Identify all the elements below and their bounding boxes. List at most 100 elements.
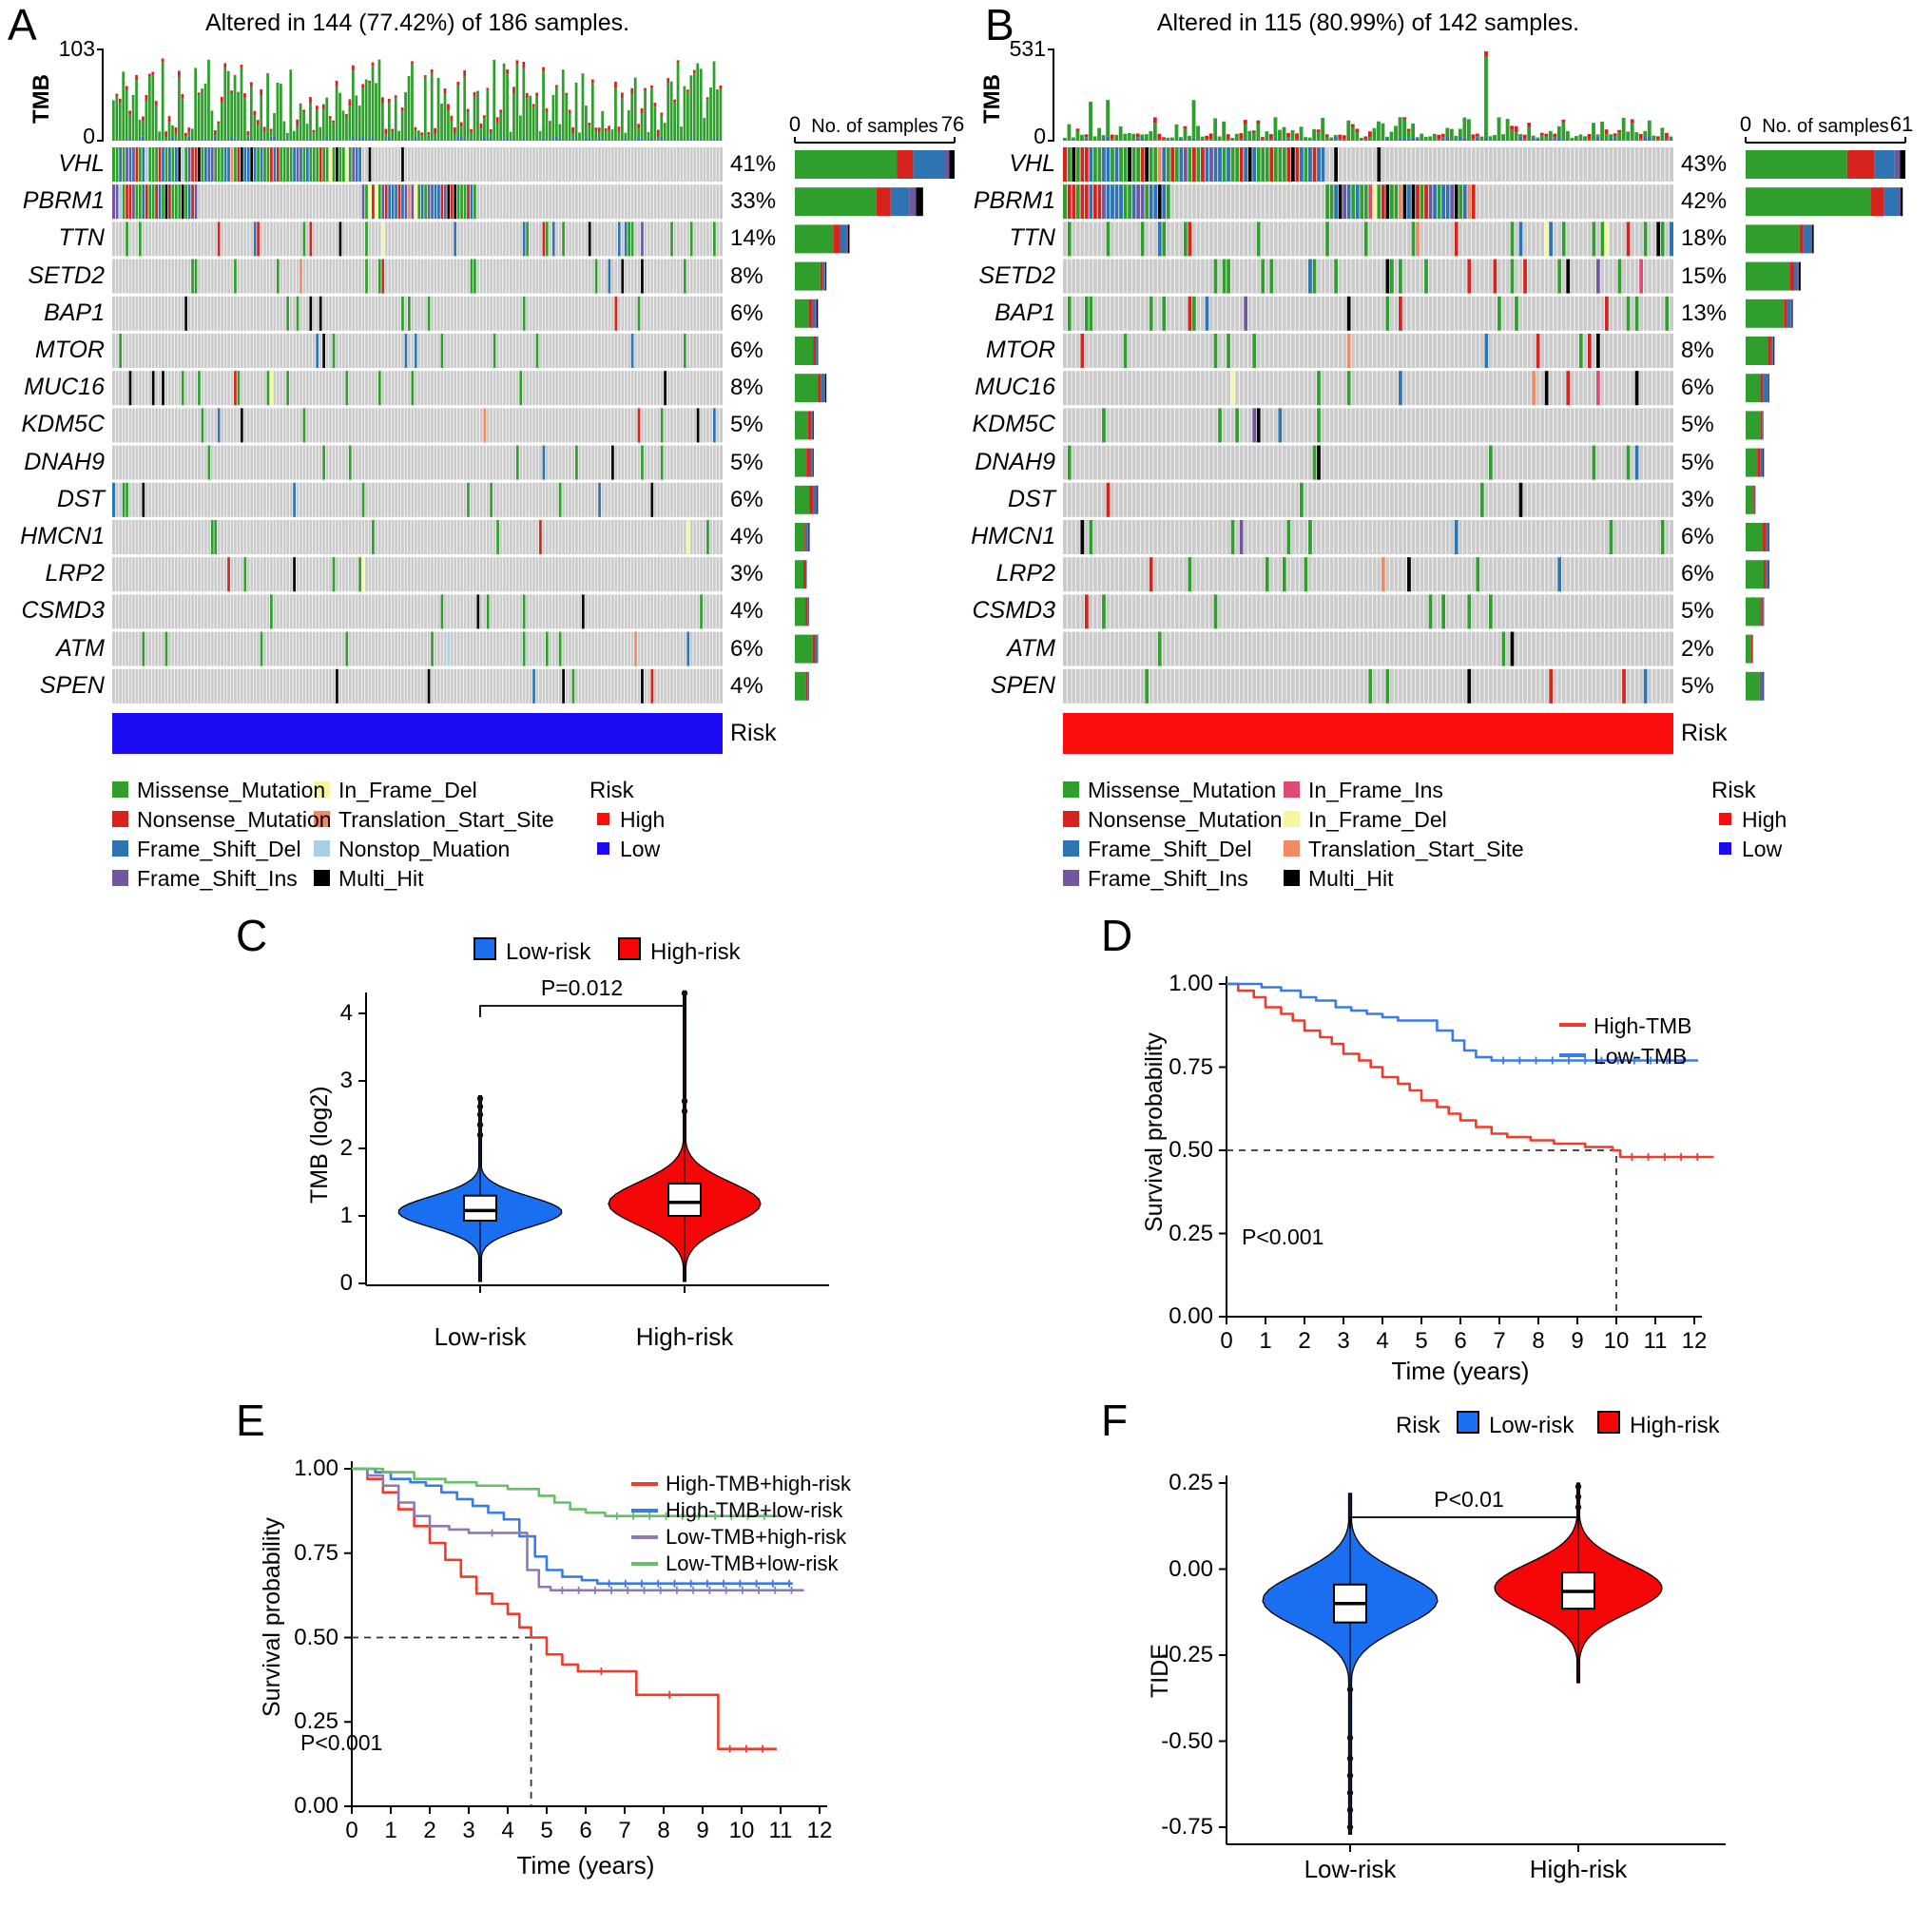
gene-label-MUC16: MUC16 [24,374,105,401]
panel-b-samples-min: 0 [1739,112,1752,136]
x-tick-2: 2 [1298,1328,1311,1354]
panel-b-samples-axis-label: No. of samples [1762,116,1889,137]
panel-e-legend-line-3 [631,1535,658,1539]
gene-pct-PBRM1: 42% [1681,188,1728,215]
y-tick-1.00: 1.00 [1169,971,1213,996]
legend-item-Multi_Hit: Multi_Hit [1308,866,1394,891]
y-tick-0.00: 0.00 [1169,1303,1213,1329]
x-tick-7: 7 [618,1818,631,1843]
x-tick-4: 4 [1376,1328,1389,1354]
x-tick-0: 0 [1220,1328,1233,1354]
y-tick--0.25: -0.25 [1161,1642,1213,1667]
gene-label-ATM: ATM [56,634,105,662]
panel-a-riskbar-label: Risk [730,720,777,746]
panel-e-label: E [236,1396,266,1445]
x-tick-9: 9 [1571,1328,1584,1354]
panel-e-legend-label-3: Low-TMB+high-risk [666,1525,847,1549]
panel-f-violin [1219,1475,1726,1852]
panel-e-legend-label-2: High-TMB+low-risk [666,1498,843,1522]
gene-label-VHL: VHL [1009,150,1055,177]
x-tick-2: 2 [423,1818,436,1843]
gene-label-HMCN1: HMCN1 [971,523,1055,549]
gene-label-TTN: TTN [58,224,105,252]
gene-label-PBRM1: PBRM1 [973,187,1055,215]
gene-pct-ATM: 6% [730,635,763,662]
panel-b-oncoplot [1048,48,1906,886]
x-tick-8: 8 [657,1818,670,1843]
x-tick-10: 10 [1603,1328,1630,1354]
legend-item-Frame_Shift_Ins: Frame_Shift_Ins [1088,866,1248,891]
x-tick-12: 12 [806,1818,833,1843]
legend-item-Translation_Start_Site: Translation_Start_Site [338,807,554,832]
panel-d-km [1219,976,1714,1324]
panel-e-legend-label-4: Low-TMB+low-risk [666,1551,839,1575]
gene-label-CSMD3: CSMD3 [972,597,1055,625]
panel-e-legend-label-1: High-TMB+high-risk [666,1472,851,1495]
panel-b-tmb-min: 0 [1034,124,1046,148]
gene-label-SETD2: SETD2 [28,261,105,289]
gene-label-KDM5C: KDM5C [972,411,1055,438]
y-tick-0.50: 0.50 [294,1624,338,1650]
gene-pct-BAP1: 6% [730,299,763,326]
gene-pct-VHL: 43% [1681,151,1728,177]
legend-item-In_Frame_Del: In_Frame_Del [338,778,477,802]
gene-pct-ATM: 2% [1681,635,1714,662]
gene-pct-DST: 3% [1681,486,1714,512]
panel-e-legend-line-4 [631,1562,658,1566]
legend-item-Nonsense_Mutation: Nonsense_Mutation [137,807,332,832]
panel-c-legend-swatch-low [473,937,496,960]
y-tick-0.25: 0.25 [1169,1220,1213,1246]
gene-pct-DNAH9: 5% [1681,449,1714,475]
gene-label-DNAH9: DNAH9 [975,448,1055,475]
x-tick-0: 0 [345,1818,358,1843]
gene-pct-CSMD3: 4% [730,598,763,625]
panel-e-xlabel: Time (years) [516,1851,655,1879]
x-tick-1: 1 [384,1818,397,1843]
gene-label-BAP1: BAP1 [44,299,105,326]
gene-pct-KDM5C: 5% [1681,412,1714,438]
panel-f-label: F [1101,1396,1130,1445]
legend-item-Frame_Shift_Del: Frame_Shift_Del [1088,837,1252,861]
y-tick-1: 1 [339,1203,353,1228]
panel-d-ylabel: Survival probability [1141,1032,1168,1232]
gene-pct-TTN: 14% [730,225,777,252]
panel-c-violin [358,990,829,1293]
gene-label-DST: DST [57,485,105,512]
panel-f-legend-label-high: High-risk [1630,1413,1720,1438]
x-tick-7: 7 [1493,1328,1506,1354]
gene-label-HMCN1: HMCN1 [20,523,105,549]
x-tick-5: 5 [540,1818,553,1843]
gene-label-MTOR: MTOR [985,337,1055,363]
gene-pct-KDM5C: 5% [730,412,763,438]
gene-label-CSMD3: CSMD3 [21,597,105,625]
panel-e-ylabel: Survival probability [259,1517,285,1717]
panel-e-legend-line-1 [631,1482,658,1486]
panel-b-tmb-axis-label: TMB [979,74,1005,124]
gene-pct-DNAH9: 5% [730,449,763,475]
panel-a-samples-max: 76 [940,112,965,136]
x-tick-6: 6 [1454,1328,1467,1354]
y-tick-3: 3 [339,1068,353,1093]
gene-label-ATM: ATM [1007,634,1055,662]
x-tick-4: 4 [501,1818,514,1843]
gene-pct-HMCN1: 4% [730,524,763,549]
y-tick-0.00: 0.00 [294,1793,338,1819]
legend-item-In_Frame_Del: In_Frame_Del [1308,807,1447,832]
legend-risk-High: High [1742,807,1787,832]
gene-pct-SPEN: 4% [730,672,763,699]
gene-pct-CSMD3: 5% [1681,598,1714,625]
gene-pct-LRP2: 3% [730,561,763,588]
gene-pct-VHL: 41% [730,151,777,177]
panel-e-km [344,1461,827,1814]
panel-f-legend-title: Risk [1396,1413,1440,1438]
legend-risk-title: Risk [1711,778,1756,803]
gene-pct-SETD2: 15% [1681,262,1728,289]
panel-f-legend-swatch-low [1457,1411,1479,1434]
x-tick-9: 9 [696,1818,709,1843]
gene-label-SPEN: SPEN [39,671,105,699]
panel-c-ylabel: TMB (log2) [306,1086,333,1204]
panel-f-xlabel-low: Low-risk [1304,1855,1397,1883]
panel-c-xlabel-high: High-risk [635,1322,734,1351]
